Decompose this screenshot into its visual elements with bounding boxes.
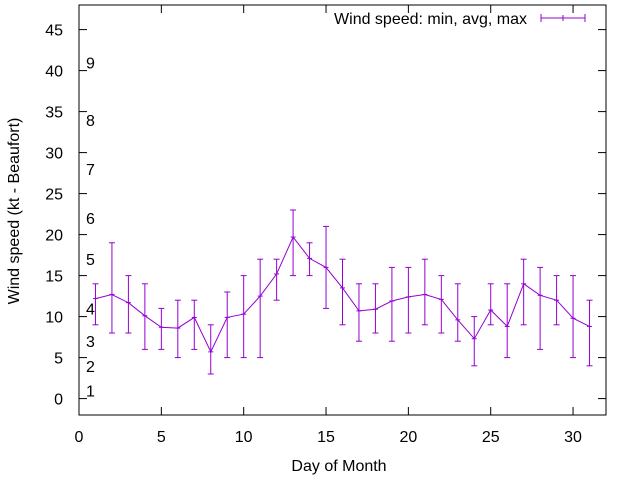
x-tick-label: 25 [482,429,500,446]
x-axis: 0 5 10 15 20 25 30 [75,5,582,446]
y-tick-label: 5 [54,351,63,368]
y-axis-label: Wind speed (kt - Beaufort) [6,118,23,305]
y-tick-label: 10 [45,310,63,327]
y-tick-label: 30 [45,146,63,163]
x-tick-label: 5 [157,429,166,446]
plot-frame [78,4,607,416]
x-axis-label: Day of Month [291,458,386,475]
beaufort-label: 2 [86,359,95,376]
beaufort-scale: 1 2 3 4 5 6 7 8 9 [86,55,95,400]
y-tick-label: 35 [45,105,63,122]
y-tick-label: 20 [45,228,63,245]
legend-label: Wind speed: min, avg, max [334,11,527,28]
y-tick-label: 0 [54,392,63,409]
x-tick-label: 15 [317,429,335,446]
beaufort-label: 6 [86,211,95,228]
x-tick-label: 0 [75,429,84,446]
beaufort-label: 5 [86,252,95,269]
y-tick-label: 45 [45,23,63,40]
legend: Wind speed: min, avg, max [334,11,586,28]
x-tick-label: 20 [399,429,417,446]
error-bars [92,209,593,375]
y-tick-label: 40 [45,64,63,81]
beaufort-label: 1 [86,383,95,400]
beaufort-label: 4 [86,301,95,318]
avg-points [92,236,593,353]
beaufort-label: 8 [86,113,95,130]
x-tick-label: 10 [235,429,253,446]
x-tick-label: 30 [564,429,582,446]
y-tick-label: 15 [45,269,63,286]
y-tick-label: 25 [45,187,63,204]
beaufort-label: 7 [86,162,95,179]
legend-sample [540,14,586,22]
beaufort-label: 3 [86,334,95,351]
beaufort-label: 9 [86,55,95,72]
